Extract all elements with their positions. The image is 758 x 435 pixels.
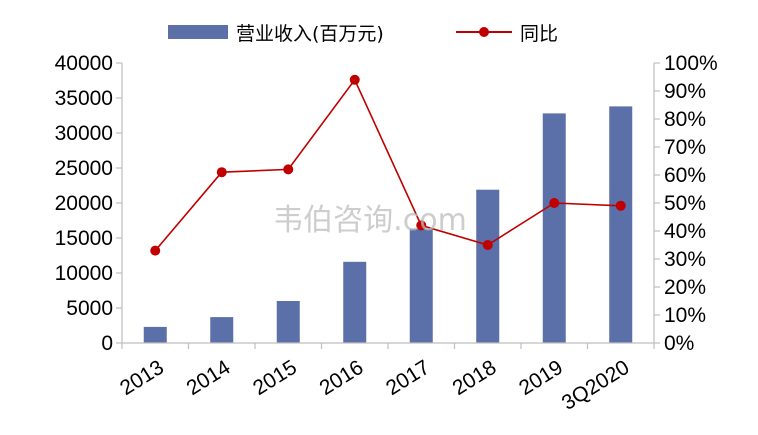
legend: 营业收入(百万元) 同比 <box>168 23 558 45</box>
x-tick-label: 2017 <box>382 356 434 400</box>
left-tick-label: 10000 <box>55 262 113 285</box>
yoy-point-2016 <box>349 74 360 85</box>
right-tick-label: 90% <box>664 80 706 103</box>
yoy-point-2015 <box>283 164 294 175</box>
x-tick-label: 2014 <box>183 356 235 400</box>
x-tick-label: 2018 <box>449 356 501 400</box>
x-tick-label: 3Q2020 <box>558 356 634 415</box>
x-tick-label: 2019 <box>515 356 567 400</box>
left-tick-label: 20000 <box>55 192 113 215</box>
bar-2016 <box>343 261 367 343</box>
x-tick-label: 2016 <box>316 356 368 400</box>
legend-line-label: 同比 <box>520 23 558 45</box>
bar-2014 <box>210 317 234 343</box>
left-tick-label: 5000 <box>66 297 113 320</box>
right-tick-label: 30% <box>664 248 706 271</box>
legend-bar-swatch <box>168 25 228 39</box>
line-series <box>150 74 626 256</box>
yoy-point-2018 <box>482 240 493 250</box>
yoy-point-2014 <box>216 167 227 178</box>
right-tick-label: 10% <box>664 304 706 327</box>
left-tick-label: 35000 <box>55 87 113 110</box>
left-tick-label: 15000 <box>55 227 113 250</box>
legend-bar-label: 营业收入(百万元) <box>236 23 384 45</box>
x-tick-label: 2013 <box>116 356 168 400</box>
yoy-point-3Q2020 <box>615 200 626 211</box>
left-tick-label: 30000 <box>55 122 113 145</box>
right-tick-label: 80% <box>664 108 706 131</box>
right-tick-label: 40% <box>664 220 706 243</box>
x-tick-label: 2015 <box>249 356 301 400</box>
left-tick-label: 0 <box>101 332 113 355</box>
bar-2013 <box>143 326 167 343</box>
right-tick-label: 50% <box>664 192 706 215</box>
left-axis: 0 5000 10000 15000 20000 25000 30000 35000 40000 <box>55 52 123 355</box>
yoy-line <box>154 78 621 252</box>
left-tick-label: 40000 <box>55 52 113 75</box>
right-tick-label: 0% <box>664 332 694 355</box>
right-axis: 0% 10% 20% 30% 40% 50% 60% 70% 80% 90% 100% <box>653 52 718 355</box>
bar-2015 <box>276 301 300 343</box>
legend-line-marker <box>479 27 489 37</box>
left-tick-label: 25000 <box>55 157 113 180</box>
yoy-point-2017 <box>416 220 427 231</box>
watermark: 韦伯咨询.com <box>273 203 467 238</box>
bar-2019 <box>542 113 566 344</box>
bar-2017 <box>409 228 433 343</box>
right-tick-label: 60% <box>664 164 706 187</box>
bar-2018 <box>476 189 500 343</box>
yoy-point-2019 <box>549 198 560 208</box>
right-tick-label: 100% <box>664 52 718 75</box>
bar-series <box>143 106 633 344</box>
yoy-point-2013 <box>150 245 161 256</box>
right-tick-label: 20% <box>664 276 706 299</box>
bar-3Q2020 <box>609 106 633 344</box>
right-tick-label: 70% <box>664 136 706 159</box>
